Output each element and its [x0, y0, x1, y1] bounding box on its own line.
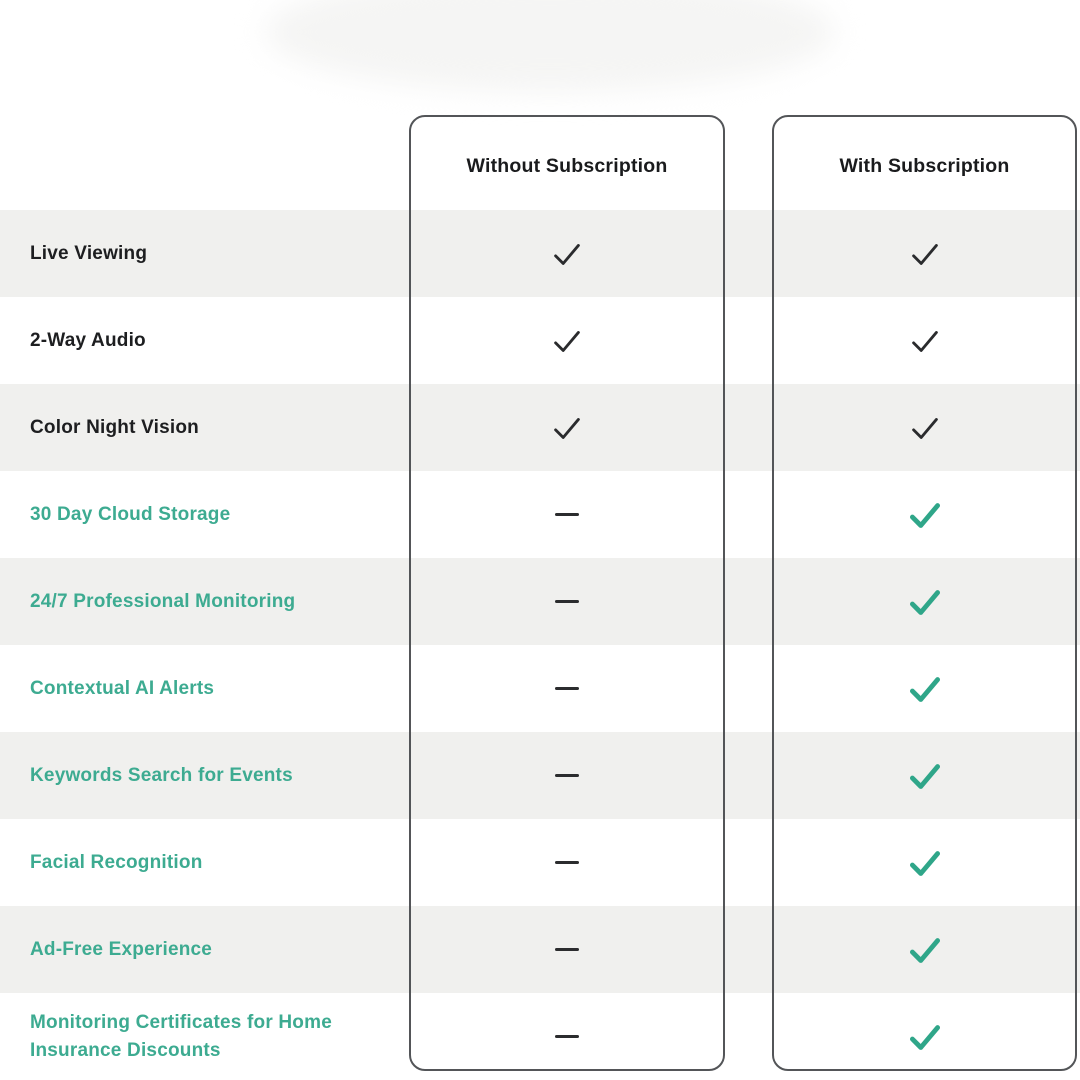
table-row: Monitoring Certificates for Home Insuran… — [0, 993, 1080, 1080]
without-subscription-cell — [409, 732, 725, 819]
feature-label: Live Viewing — [30, 242, 148, 264]
dash-icon — [555, 686, 579, 691]
table-row: 24/7 Professional Monitoring — [0, 558, 1080, 645]
without-subscription-cell — [409, 471, 725, 558]
column-header-without: Without Subscription — [466, 155, 668, 177]
with-subscription-cell — [772, 297, 1077, 384]
check-icon — [554, 417, 580, 439]
table-row: Facial Recognition — [0, 819, 1080, 906]
check-icon — [554, 243, 580, 265]
feature-label: Monitoring Certificates for Home Insuran… — [30, 1011, 332, 1061]
without-subscription-cell — [409, 558, 725, 645]
check-icon — [909, 1024, 940, 1050]
table-row: Color Night Vision — [0, 384, 1080, 471]
without-subscription-cell — [409, 645, 725, 732]
with-subscription-cell — [772, 732, 1077, 819]
check-icon — [911, 243, 938, 265]
feature-label: 24/7 Professional Monitoring — [30, 590, 296, 612]
dash-icon — [555, 599, 579, 604]
table-row: Ad-Free Experience — [0, 906, 1080, 993]
feature-label: Ad-Free Experience — [30, 938, 213, 960]
faded-product-image — [265, 0, 835, 92]
check-icon — [911, 417, 938, 439]
check-icon — [554, 330, 580, 352]
feature-label: Color Night Vision — [30, 416, 199, 438]
feature-label: Keywords Search for Events — [30, 764, 293, 786]
with-subscription-cell — [772, 993, 1077, 1080]
check-icon — [909, 850, 940, 876]
dash-icon — [555, 773, 579, 778]
check-icon — [909, 502, 940, 528]
feature-label: 2-Way Audio — [30, 329, 146, 351]
dash-icon — [555, 1034, 579, 1039]
check-icon — [909, 676, 940, 702]
feature-rows: Live Viewing 2-Way Audio Color Night Vis… — [0, 210, 1080, 1080]
without-subscription-cell — [409, 297, 725, 384]
check-icon — [909, 763, 940, 789]
dash-icon — [555, 947, 579, 952]
without-subscription-cell — [409, 906, 725, 993]
with-subscription-cell — [772, 906, 1077, 993]
with-subscription-cell — [772, 471, 1077, 558]
feature-label: 30 Day Cloud Storage — [30, 503, 231, 525]
with-subscription-cell — [772, 558, 1077, 645]
without-subscription-cell — [409, 993, 725, 1080]
check-icon — [909, 589, 940, 615]
column-header-with: With Subscription — [839, 155, 1010, 177]
dash-icon — [555, 860, 579, 865]
table-row: 30 Day Cloud Storage — [0, 471, 1080, 558]
check-icon — [909, 937, 940, 963]
without-subscription-cell — [409, 384, 725, 471]
table-row: Live Viewing — [0, 210, 1080, 297]
without-subscription-cell — [409, 819, 725, 906]
without-subscription-cell — [409, 210, 725, 297]
with-subscription-cell — [772, 819, 1077, 906]
feature-label: Facial Recognition — [30, 851, 203, 873]
table-row: 2-Way Audio — [0, 297, 1080, 384]
with-subscription-cell — [772, 210, 1077, 297]
with-subscription-cell — [772, 384, 1077, 471]
dash-icon — [555, 512, 579, 517]
with-subscription-cell — [772, 645, 1077, 732]
check-icon — [911, 330, 938, 352]
feature-label: Contextual AI Alerts — [30, 677, 215, 699]
table-row: Keywords Search for Events — [0, 732, 1080, 819]
table-row: Contextual AI Alerts — [0, 645, 1080, 732]
